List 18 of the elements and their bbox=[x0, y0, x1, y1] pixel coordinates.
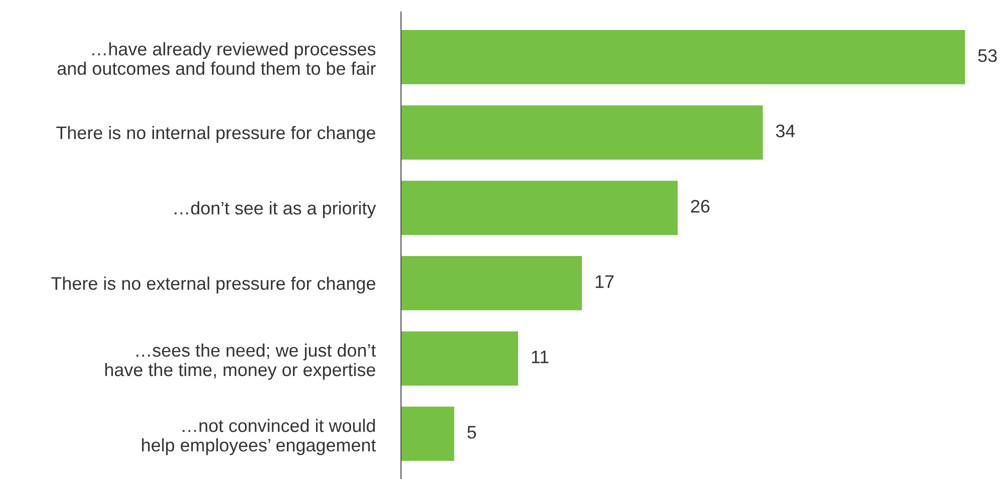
bar bbox=[401, 256, 582, 310]
bar bbox=[401, 105, 763, 160]
y-tick-label: …have already reviewed processes and outcomes and found them to be fair bbox=[58, 42, 376, 75]
bar bbox=[401, 406, 454, 461]
data-label: 34 bbox=[776, 124, 795, 138]
bar bbox=[401, 331, 518, 386]
data-label: 11 bbox=[532, 350, 548, 364]
data-label: 53 bbox=[978, 49, 997, 62]
bar bbox=[401, 180, 678, 235]
y-tick-label: …sees the need; we just don’t have the time, money or expertise bbox=[105, 344, 376, 380]
data-label: 5 bbox=[467, 426, 476, 439]
data-label: 26 bbox=[691, 200, 710, 213]
bar bbox=[401, 30, 965, 84]
y-tick-label: …don’t see it as a priority bbox=[174, 201, 376, 218]
y-tick-label: There is no internal pressure for change bbox=[56, 126, 376, 143]
y-tick-label: There is no external pressure for change bbox=[51, 276, 376, 294]
data-label: 17 bbox=[596, 275, 614, 288]
y-tick-label: …not convinced it would help employees’ engagement bbox=[142, 418, 376, 456]
